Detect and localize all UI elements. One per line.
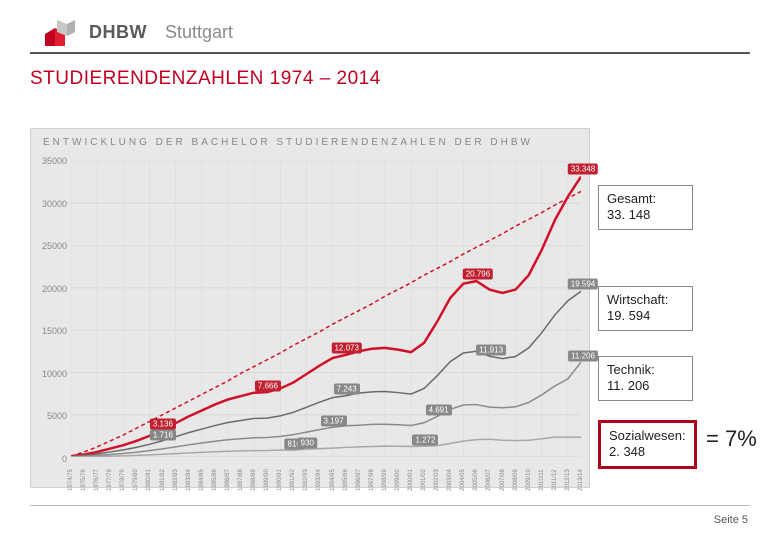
chart-x-tick: 2004/05	[460, 469, 466, 491]
chart-x-tick: 2008/09	[513, 469, 519, 491]
chart-x-tick: 1975/76	[81, 469, 87, 491]
chart-x-tick: 1998/99	[382, 469, 388, 491]
annotation-value: 19. 594	[607, 308, 684, 324]
chart-x-tick: 1999/00	[395, 469, 401, 491]
dhbw-logo-icon	[45, 18, 79, 46]
chart-point-label: 12.073	[331, 343, 361, 354]
chart-x-tick: 1981/82	[160, 469, 166, 491]
chart-point-label: 1.272	[412, 435, 438, 446]
chart-point-label: 7.243	[334, 384, 360, 395]
annotation-value: 2. 348	[609, 444, 686, 460]
chart-point-label: 11.913	[476, 344, 506, 355]
annotation-label: Technik:	[607, 362, 684, 378]
chart-x-tick: 2001/02	[421, 469, 427, 491]
chart-y-tick: 15000	[35, 326, 67, 336]
chart-x-tick: 1988/89	[251, 469, 257, 491]
chart-point-label: 33.348	[568, 163, 598, 174]
chart-panel: ENTWICKLUNG DER BACHELOR STUDIERENDENZAH…	[30, 128, 590, 488]
annotation-value: 33. 148	[607, 207, 684, 223]
chart-x-tick: 2010/11	[539, 469, 545, 490]
page-number: Seite 5	[714, 514, 748, 526]
chart-series-Wirtschaft	[71, 291, 581, 456]
chart-x-tick: 2002/03	[434, 469, 440, 491]
chart-svg	[71, 161, 581, 457]
chart-x-tick: 1993/94	[316, 469, 322, 491]
chart-x-tick: 1974/75	[68, 469, 74, 491]
chart-x-tick: 2009/10	[526, 469, 532, 491]
chart-y-tick: 10000	[35, 369, 67, 379]
chart-point-label: 11.206	[568, 350, 598, 361]
annotation-value: 11. 206	[607, 378, 684, 394]
chart-y-tick: 0	[35, 454, 67, 464]
chart-series-Sozialwesen	[71, 437, 581, 457]
chart-point-label: 7.666	[255, 380, 281, 391]
annotation-box: Technik:11. 206	[598, 356, 693, 401]
chart-x-tick: 1978/79	[120, 469, 126, 491]
logo-brand-text: DHBW	[89, 22, 147, 43]
logo: DHBW Stuttgart	[45, 18, 233, 46]
chart-x-tick: 1984/85	[199, 469, 205, 491]
chart-x-tick: 2011/12	[552, 469, 558, 490]
chart-x-tick: 2005/06	[473, 469, 479, 491]
chart-x-tick: 1980/81	[146, 469, 152, 491]
footer-divider	[30, 505, 750, 506]
chart-x-tick: 1986/87	[225, 469, 231, 491]
page-title: STUDIERENDENZAHLEN 1974 – 2014	[0, 54, 780, 96]
percent-label: = 7%	[706, 426, 757, 452]
chart-point-label: 930	[298, 438, 317, 449]
chart-x-tick: 2000/01	[408, 469, 414, 491]
chart-x-tick: 1976/77	[94, 469, 100, 491]
chart-x-tick: 1992/93	[303, 469, 309, 491]
chart-point-label: 3.136	[150, 418, 176, 429]
annotation-label: Sozialwesen:	[609, 428, 686, 444]
chart-x-tick: 1991/92	[290, 469, 296, 491]
annotation-box: Gesamt:33. 148	[598, 185, 693, 230]
chart-x-tick: 1982/83	[173, 469, 179, 491]
chart-x-tick: 1987/88	[238, 469, 244, 491]
chart-y-tick: 30000	[35, 199, 67, 209]
chart-x-tick: 1983/84	[186, 469, 192, 491]
chart-point-label: 4.691	[426, 405, 452, 416]
chart-x-tick: 2007/08	[500, 469, 506, 491]
chart-title: ENTWICKLUNG DER BACHELOR STUDIERENDENZAH…	[31, 129, 589, 152]
chart-y-tick: 5000	[35, 411, 67, 421]
chart-x-tick: 1985/86	[212, 469, 218, 491]
chart-x-tick: 1979/80	[133, 469, 139, 491]
chart-x-tick: 2013/14	[578, 469, 584, 491]
chart-x-tick: 2003/04	[447, 469, 453, 491]
chart-y-tick: 35000	[35, 156, 67, 166]
chart-x-tick: 1977/78	[107, 469, 113, 491]
chart-point-label: 3.197	[321, 416, 347, 427]
chart-x-tick: 1989/90	[264, 469, 270, 491]
chart-x-tick: 1994/95	[330, 469, 336, 491]
annotation-box: Wirtschaft:19. 594	[598, 286, 693, 331]
annotation-label: Gesamt:	[607, 191, 684, 207]
chart-x-tick: 2006/07	[486, 469, 492, 491]
chart-y-tick: 20000	[35, 284, 67, 294]
chart-y-tick: 25000	[35, 241, 67, 251]
chart-x-tick: 1997/98	[369, 469, 375, 491]
chart-x-tick: 2012/13	[565, 469, 571, 491]
chart-point-label: 19.594	[568, 279, 598, 290]
annotation-box: Sozialwesen:2. 348	[598, 420, 697, 469]
chart-x-tick: 1996/97	[356, 469, 362, 491]
chart-point-label: 1.716	[150, 429, 176, 440]
chart-plot-area: 0500010000150002000025000300003500033.34…	[71, 161, 581, 457]
chart-x-tick: 1995/96	[343, 469, 349, 491]
chart-x-labels: 1974/751975/761976/771977/781978/791979/…	[71, 459, 581, 483]
chart-x-tick: 1990/91	[277, 469, 283, 491]
header: DHBW Stuttgart	[30, 0, 750, 54]
chart-point-label: 20.796	[463, 268, 493, 279]
chart-series-Technik	[71, 362, 581, 457]
annotation-label: Wirtschaft:	[607, 292, 684, 308]
logo-location-text: Stuttgart	[165, 22, 233, 43]
